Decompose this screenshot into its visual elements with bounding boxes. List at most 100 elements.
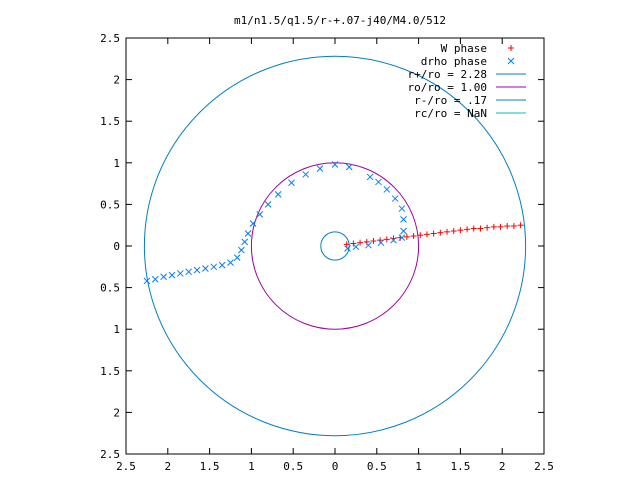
- x-b: [202, 265, 209, 272]
- drho-phase-point: [233, 254, 241, 262]
- x-b: [249, 220, 257, 227]
- y-tick-label: 1: [113, 323, 120, 336]
- w-phase-point: [477, 225, 484, 232]
- x-b: [160, 273, 167, 281]
- y-tick-label: 1: [113, 157, 120, 170]
- drho-phase-point: [193, 266, 201, 274]
- w-phase-point: [517, 222, 524, 229]
- w-phase-point: [470, 225, 477, 232]
- drho-phase-point: [185, 268, 193, 276]
- w-phase-point: [430, 230, 437, 237]
- drho-phase-point: [366, 173, 374, 181]
- x-b: [352, 243, 360, 251]
- w-phase-point: [403, 233, 410, 240]
- x-b: [400, 216, 407, 223]
- x-tick-label: 1.5: [450, 460, 470, 473]
- x-b: [398, 234, 406, 242]
- x-b: [398, 205, 406, 212]
- w-phase-point: [423, 231, 430, 238]
- y-tick-label: 0.5: [100, 282, 120, 295]
- x-b: [185, 268, 193, 276]
- y-tick-label: 1.5: [100, 365, 120, 378]
- w-phase-point: [504, 223, 511, 230]
- x-b: [366, 173, 374, 181]
- w-phase-point: [450, 228, 457, 235]
- x-tick-label: 1: [248, 460, 255, 473]
- legend-label: rc/ro = NaN: [414, 107, 487, 120]
- w-phase-point: [457, 227, 464, 234]
- x-b: [241, 238, 249, 246]
- w-phase-point: [437, 229, 444, 236]
- x-b: [264, 201, 272, 208]
- drho-phase-point: [227, 259, 234, 266]
- w-phase-point: [383, 236, 390, 243]
- x-b: [143, 277, 151, 285]
- drho-phase-point: [390, 236, 397, 244]
- x-tick-label: 2: [499, 460, 506, 473]
- x-b: [274, 191, 282, 198]
- drho-phase-point: [256, 211, 264, 218]
- x-b: [377, 239, 385, 247]
- x-b: [210, 263, 218, 271]
- legend-label: ro/ro = 1.00: [408, 81, 487, 94]
- legend-label: W phase: [441, 42, 487, 55]
- x-b: [331, 161, 339, 168]
- y-tick-label: 2.5: [100, 448, 120, 461]
- drho-phase-point: [400, 216, 407, 223]
- drho-phase-point: [365, 241, 372, 249]
- plot-area: [143, 55, 527, 437]
- x-b: [365, 241, 372, 249]
- drho-phase-point: [238, 246, 245, 254]
- drho-phase-point: [375, 178, 382, 186]
- drho-phase-point: [400, 227, 407, 235]
- drho-phase-point: [249, 220, 257, 227]
- drho-phase-point: [244, 230, 252, 237]
- x-b: [256, 211, 264, 218]
- x-b: [193, 266, 201, 274]
- drho-phase-point: [344, 245, 351, 252]
- w-phase-point: [510, 223, 517, 230]
- drho-phase-point: [218, 261, 226, 269]
- drho-phase-point: [383, 186, 391, 193]
- drho-phase-point: [241, 238, 249, 246]
- drho-phase-point: [202, 265, 209, 272]
- drho-phase-point: [176, 270, 184, 277]
- x-tick-label: 1: [415, 460, 422, 473]
- w-phase-point: [497, 223, 504, 230]
- x-tick-label: 0: [332, 460, 339, 473]
- chart-title: m1/n1.5/q1.5/r-+.07-j40/M4.0/512: [234, 14, 446, 27]
- x-tick-label: 1.5: [200, 460, 220, 473]
- w-phase-point: [350, 240, 357, 247]
- w-phase-point: [417, 232, 424, 239]
- x-b: [375, 178, 382, 186]
- drho-phase-point: [391, 195, 399, 202]
- drho-phase-point: [302, 171, 310, 178]
- x-b: [390, 236, 397, 244]
- w-phase-point: [464, 226, 471, 233]
- x-b: [244, 230, 252, 237]
- w-phase-point: [410, 233, 417, 240]
- w-phase-point: [370, 238, 377, 245]
- x-b: [391, 195, 399, 202]
- x-b: [151, 275, 159, 283]
- drho-phase-point: [274, 191, 282, 198]
- w-phase-point: [343, 241, 350, 248]
- drho-phase-point: [160, 273, 167, 281]
- x-b: [168, 271, 176, 279]
- x-b: [302, 171, 310, 178]
- x-b: [345, 163, 353, 171]
- x-tick-label: 0.5: [283, 460, 303, 473]
- y-tick-label: 0.5: [100, 198, 120, 211]
- circle-2: [143, 55, 527, 437]
- drho-phase-point: [377, 239, 385, 247]
- w-phase-point: [444, 228, 451, 235]
- drho-phase-point: [316, 165, 324, 172]
- x-b: [400, 227, 407, 235]
- x-b: [218, 261, 226, 269]
- x-b: [233, 254, 241, 262]
- legend-label: r+/ro = 2.28: [408, 68, 487, 81]
- x-tick-label: 0.5: [367, 460, 387, 473]
- x-b: [176, 270, 184, 277]
